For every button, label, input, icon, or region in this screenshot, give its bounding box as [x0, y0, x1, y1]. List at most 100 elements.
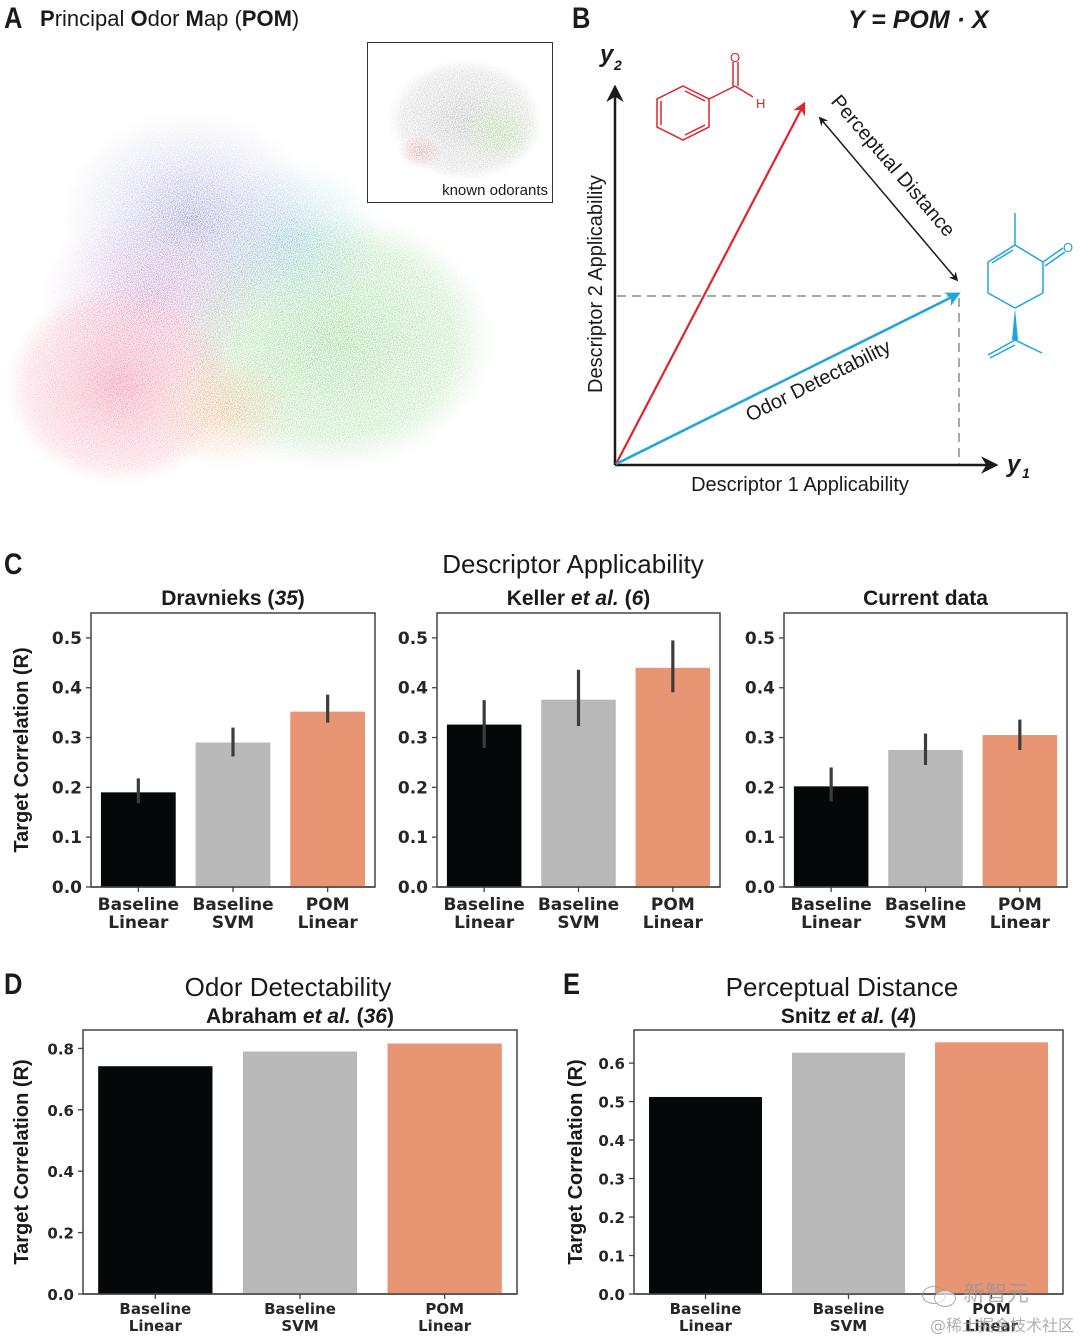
x-tick-label-line1: POM: [998, 895, 1042, 915]
y-tick-label: 0.2: [47, 1225, 74, 1243]
chart-title-part: et al.: [303, 1005, 351, 1028]
x-tick-label-line1: POM: [972, 1300, 1011, 1318]
perceptual-distance-title: Perceptual Distance: [725, 972, 959, 1002]
x-tick-label-line2: Linear: [990, 913, 1051, 933]
benzaldehyde-molecule: [656, 62, 754, 141]
benzaldehyde-h-atom: H: [756, 96, 765, 111]
title-part: ap (: [203, 6, 242, 31]
y-tick-label: 0.2: [745, 778, 775, 798]
chart-title-part: 4: [897, 1005, 910, 1028]
y-tick-label: 0.0: [47, 1286, 74, 1304]
x-axis-label: Descriptor 1 Applicability: [691, 474, 909, 496]
y2-subscript: 2: [613, 57, 622, 73]
x-tick-label-line1: POM: [306, 895, 350, 915]
bar-baseline-linear: [446, 724, 522, 887]
chart-abraham: Abraham et al. (36) 0.0 0.2 0.4 0.6 0.8 Target…: [11, 1005, 518, 1335]
y-tick-label: 0.3: [598, 1171, 625, 1189]
red-vector-arrow: [615, 101, 806, 465]
x-tick-label-line2: SVM: [830, 1317, 867, 1335]
chart-title-part: 35: [274, 587, 298, 610]
odor-detectability-title: Odor Detectability: [184, 972, 392, 1002]
chart-title-part: Dravnieks (: [161, 587, 274, 610]
scatter-cloud: [5, 110, 495, 485]
x-tick-label-line2: Linear: [454, 913, 515, 933]
x-tick-label-line2: Linear: [418, 1317, 472, 1335]
pom-vector-diagram: Y = POM · X y 2 y 1 Descriptor 1 Applica…: [585, 6, 1073, 496]
y1-symbol: y: [1006, 451, 1022, 478]
panel-c-letter: C: [4, 548, 23, 581]
title-part: dor: [147, 6, 186, 31]
y-tick-label: 0.5: [745, 629, 775, 649]
panel-a-letter: A: [4, 2, 23, 35]
y-tick-label: 0.6: [47, 1102, 74, 1120]
pom-title: Principal Odor Map (POM): [40, 6, 299, 32]
chart-current-data: Current data0.00.10.20.30.40.5BaselineLi…: [745, 587, 1068, 933]
y-axis-label: Target Correlation (R): [11, 1059, 33, 1264]
title-part: O: [130, 6, 148, 31]
x-tick-label-line1: Baseline: [670, 1300, 742, 1318]
pom-scatter-map: known odorants: [5, 42, 553, 485]
chart-title-part: Keller: [507, 587, 571, 610]
title-part: rincipal: [54, 6, 131, 31]
chart-title-part: ): [909, 1005, 916, 1028]
chart-title-part: ): [643, 587, 650, 610]
x-tick-label-line2: Linear: [679, 1317, 733, 1335]
y-tick-label: 0.5: [398, 629, 428, 649]
title-part: ): [291, 6, 300, 31]
chart-title: Abraham et al. (36): [206, 1005, 394, 1028]
y-tick-label: 0.1: [52, 828, 82, 848]
bar-pom-linear: [290, 711, 366, 887]
chart-title-part: 36: [364, 1005, 388, 1028]
x-tick-label-line2: Linear: [129, 1317, 183, 1335]
y-tick-label: 0.4: [598, 1132, 625, 1150]
watermark-line2: @稀土掘金技术社区: [930, 1316, 1075, 1335]
watermark-logo-text: 新智元: [922, 1276, 1029, 1308]
y-tick-label: 0.3: [52, 729, 82, 749]
wechat-icon: [922, 1284, 956, 1307]
y-axis-label: Target Correlation (R): [11, 647, 33, 852]
y-tick-label: 0.1: [745, 828, 775, 848]
watermark-line1: 新智元: [963, 1282, 1030, 1307]
y-tick-label: 0.1: [598, 1248, 625, 1266]
chart-title: Current data: [863, 587, 988, 610]
y-tick-label: 0.2: [398, 778, 428, 798]
x-tick-label-line1: Baseline: [119, 1300, 191, 1318]
blue-vector-arrow: [615, 292, 961, 466]
title-part: P: [40, 6, 55, 31]
y-tick-label: 0.0: [398, 878, 428, 898]
y-tick-label: 0.0: [745, 878, 775, 898]
x-tick-label-line2: SVM: [281, 1317, 318, 1335]
chart-title-part: Snitz: [781, 1005, 837, 1028]
x-tick-label-line2: Linear: [108, 913, 169, 933]
x-tick-label-line2: Linear: [643, 913, 704, 933]
odor-detectability-label: Odor Detectability: [742, 336, 894, 427]
x-tick-label-line1: Baseline: [98, 895, 179, 915]
x-tick-label-line1: Baseline: [790, 895, 871, 915]
x-tick-label-line2: SVM: [212, 913, 254, 933]
bar-pom-linear: [635, 667, 711, 887]
y-tick-label: 0.0: [52, 878, 82, 898]
y-tick-label: 0.2: [52, 778, 82, 798]
carvone-molecule: [987, 213, 1066, 359]
x-tick-label-line1: Baseline: [538, 895, 619, 915]
bar-baseline-svm: [541, 699, 616, 887]
chart-title-part: Current data: [863, 587, 988, 610]
benzaldehyde-o-atom: O: [730, 50, 740, 65]
y-tick-label: 0.3: [398, 729, 428, 749]
y-tick-label: 0.0: [598, 1286, 625, 1304]
chart-snitz: Snitz et al. (4) 0.0 0.1 0.2 0.3 0.4 0.5 0.6 Tar…: [565, 1005, 1064, 1335]
carvone-wedge-bond: [1012, 308, 1018, 340]
carvone-o-atom: O: [1063, 240, 1073, 255]
x-tick-label-line2: SVM: [904, 913, 946, 933]
known-odorants-inset: known odorants: [367, 42, 553, 203]
y-tick-label: 0.1: [398, 828, 428, 848]
x-tick-label-line2: Linear: [298, 913, 359, 933]
chart-title-part: et al.: [837, 1005, 885, 1028]
bar-baseline-svm: [195, 742, 271, 887]
x-tick-label-line1: Baseline: [813, 1300, 885, 1318]
x-tick-label-line1: Baseline: [192, 895, 273, 915]
y-tick-label: 0.5: [598, 1094, 625, 1112]
chart-title-part: ): [387, 1005, 394, 1028]
chart-title: Dravnieks (35): [161, 587, 305, 610]
x-tick-label-line1: Baseline: [885, 895, 966, 915]
